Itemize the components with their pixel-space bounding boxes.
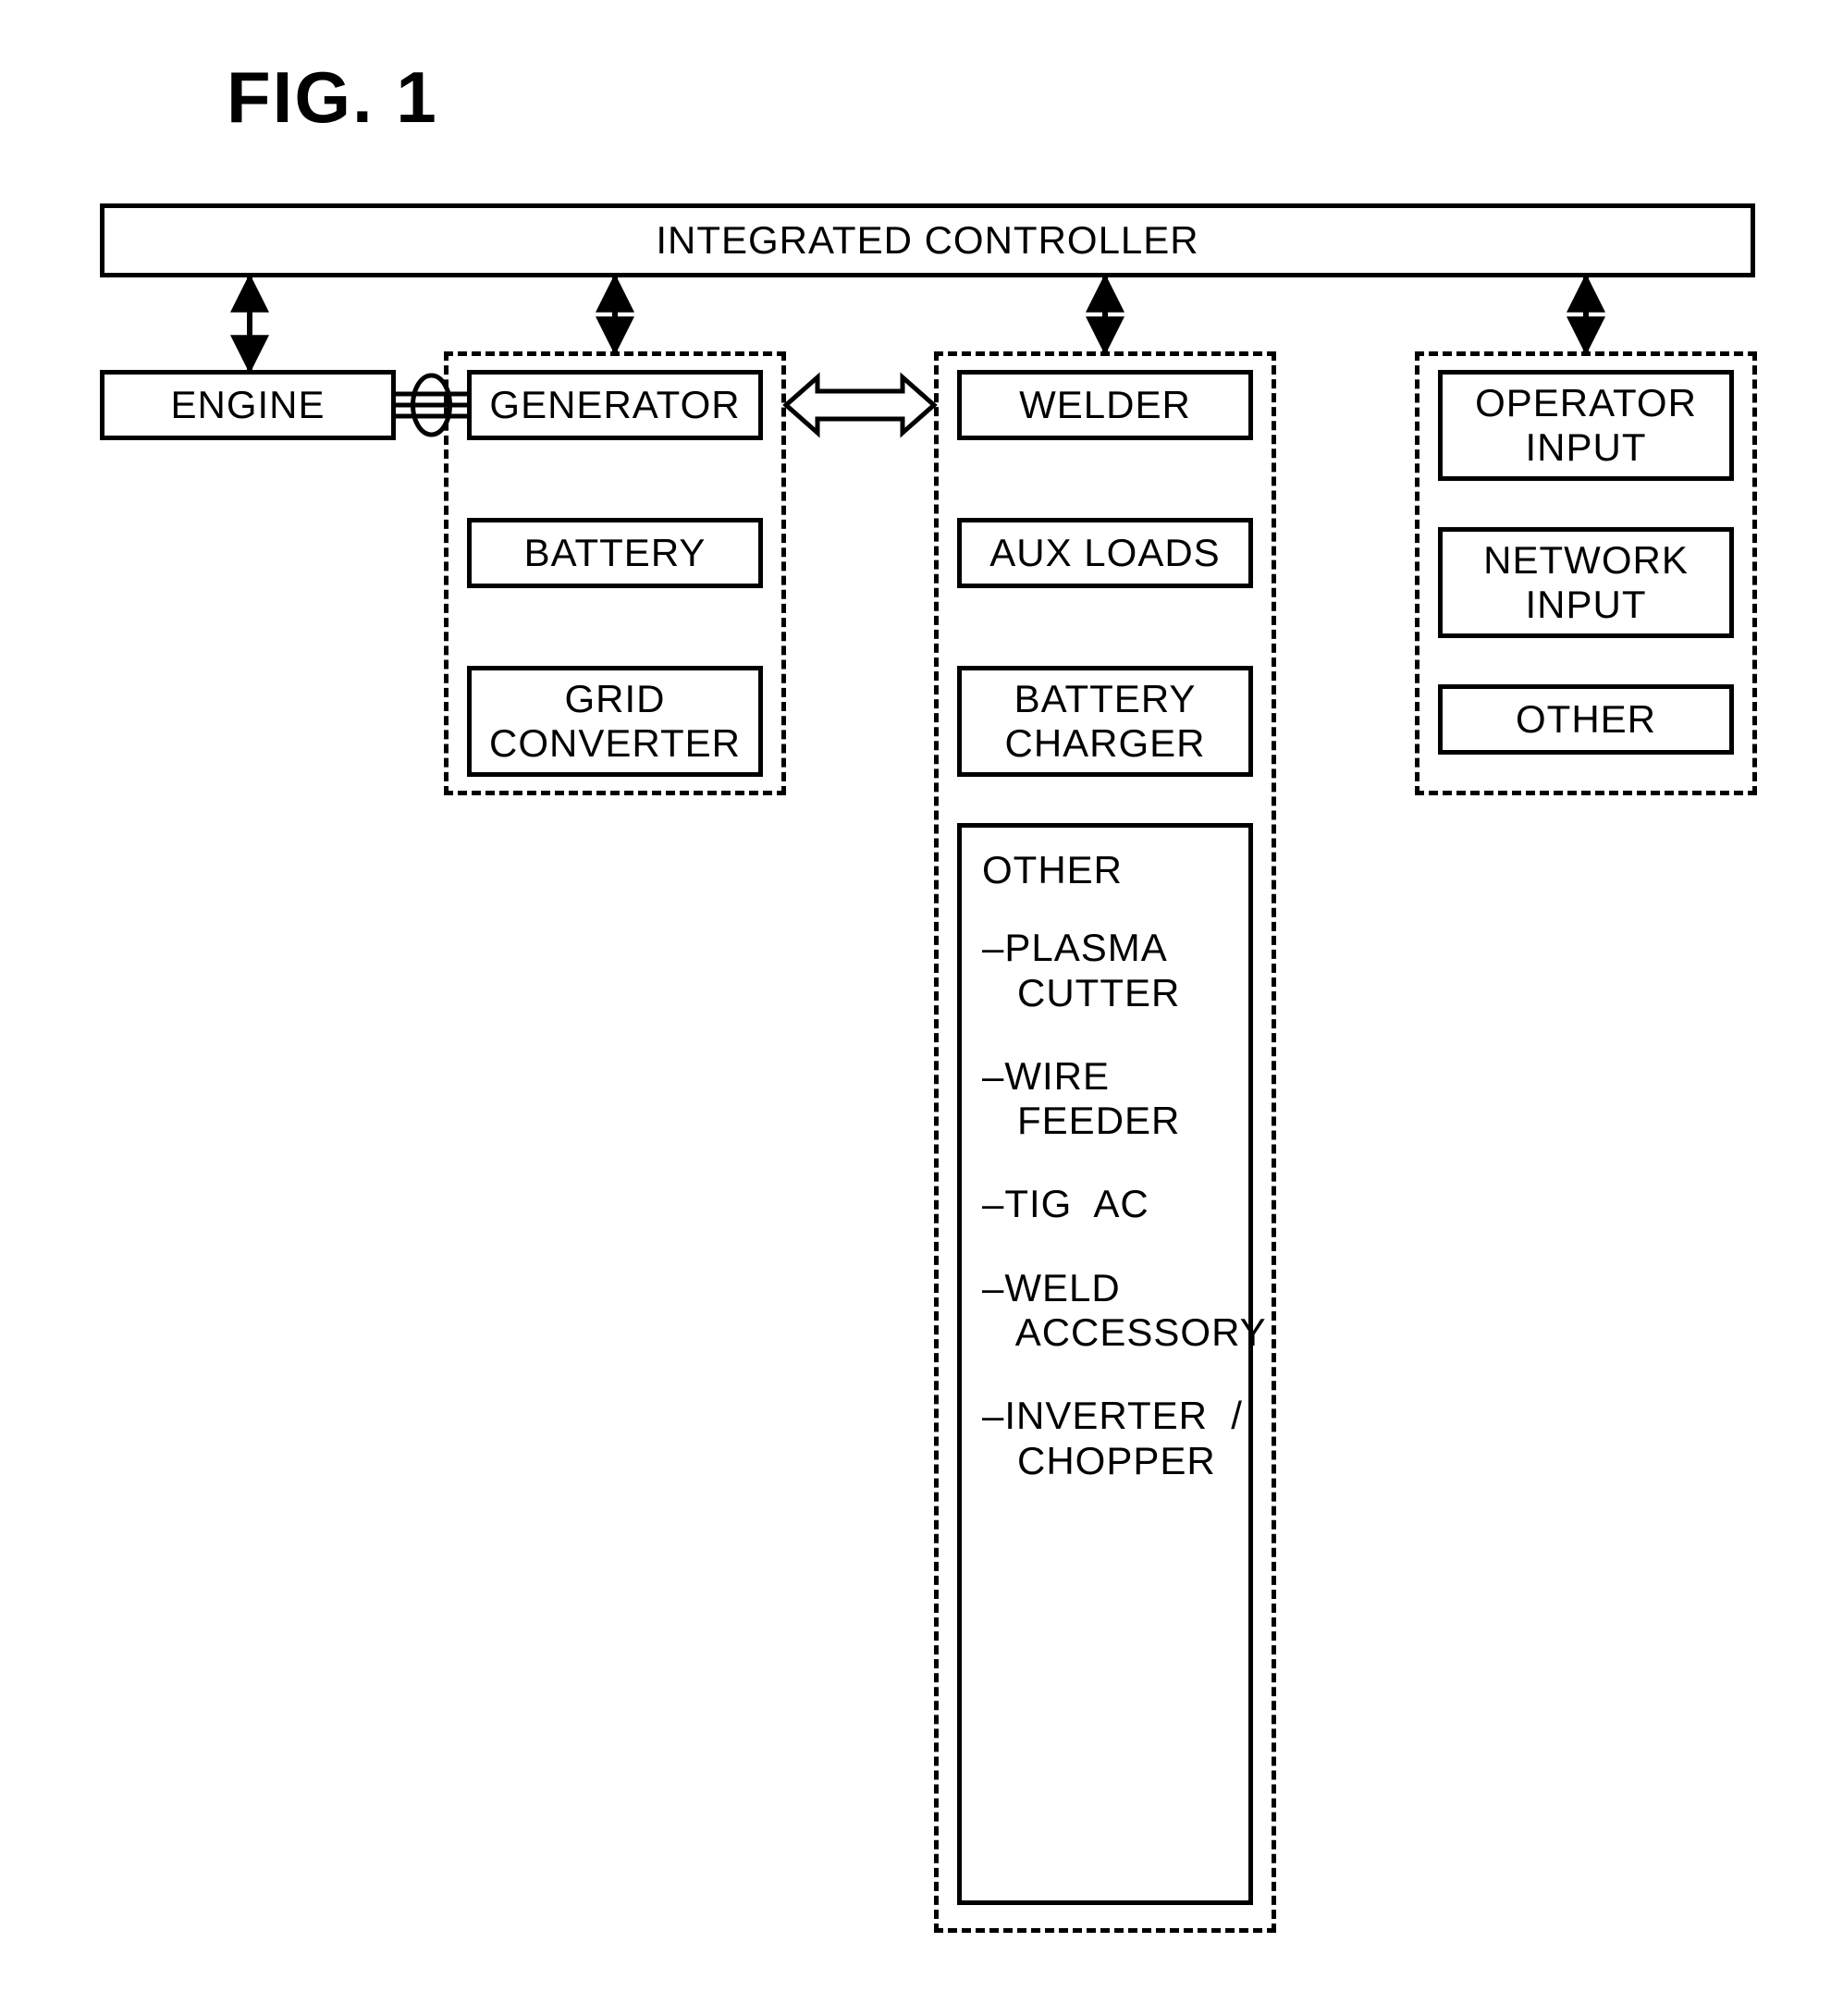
other-loads-box: OTHER –PLASMA CUTTER–WIRE FEEDER–TIG AC–… <box>957 823 1253 1905</box>
other-loads-header: OTHER <box>982 848 1228 892</box>
other-loads-list: –PLASMA CUTTER –WIRE FEEDER –TIG AC –WELD A… <box>982 926 1228 1483</box>
grid-converter-box: GRIDCONVERTER <box>467 666 763 777</box>
other-loads-item: –WIRE FEEDER <box>982 1054 1228 1144</box>
other-input-label: OTHER <box>1516 697 1656 742</box>
other-loads-item: –PLASMA CUTTER <box>982 926 1228 1015</box>
network-input-label: NETWORKINPUT <box>1483 538 1689 628</box>
aux-loads-label: AUX LOADS <box>989 531 1220 575</box>
operator-input-label: OPERATORINPUT <box>1475 381 1697 471</box>
welder-label: WELDER <box>1019 383 1191 427</box>
other-loads-item: –WELD ACCESSORY <box>982 1266 1228 1356</box>
generator-box: GENERATOR <box>467 370 763 440</box>
grid-converter-label: GRIDCONVERTER <box>489 677 741 767</box>
integrated-controller-label: INTEGRATED CONTROLLER <box>656 218 1198 263</box>
integrated-controller-box: INTEGRATED CONTROLLER <box>100 203 1755 277</box>
engine-label: ENGINE <box>170 383 325 427</box>
other-input-box: OTHER <box>1438 684 1734 755</box>
welder-box: WELDER <box>957 370 1253 440</box>
figure-title: FIG. 1 <box>227 55 438 140</box>
battery-charger-label: BATTERYCHARGER <box>1004 677 1205 767</box>
connectors-overlay <box>0 0 1831 2016</box>
battery-charger-box: BATTERYCHARGER <box>957 666 1253 777</box>
battery-label: BATTERY <box>524 531 707 575</box>
operator-input-box: OPERATORINPUT <box>1438 370 1734 481</box>
other-loads-item: –INVERTER / CHOPPER <box>982 1394 1228 1483</box>
other-loads-item: –TIG AC <box>982 1182 1228 1226</box>
network-input-box: NETWORKINPUT <box>1438 527 1734 638</box>
diagram-stage: FIG. 1 INTEGRATED CONTROLLER ENGINE GENE… <box>0 0 1831 2016</box>
aux-loads-box: AUX LOADS <box>957 518 1253 588</box>
engine-box: ENGINE <box>100 370 396 440</box>
battery-box: BATTERY <box>467 518 763 588</box>
generator-label: GENERATOR <box>489 383 740 427</box>
